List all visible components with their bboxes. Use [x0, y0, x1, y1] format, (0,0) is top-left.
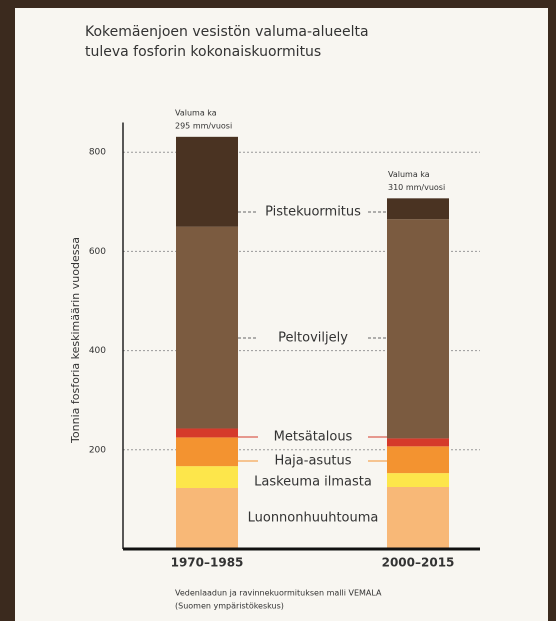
- annotation: 310 mm/vuosi: [388, 183, 445, 192]
- bar-segment: [176, 226, 238, 429]
- y-tick-label: 600: [89, 247, 106, 257]
- bar-segment: [176, 136, 238, 227]
- bar-segment: [176, 466, 238, 488]
- legend-label: Pistekuormitus: [265, 205, 361, 220]
- panel: [15, 8, 548, 621]
- legend-label: Peltoviljely: [278, 331, 348, 346]
- y-tick-label: 800: [89, 148, 106, 158]
- chart-title: tuleva fosforin kokonaiskuormitus: [85, 44, 321, 60]
- bar-segment: [387, 446, 449, 474]
- bar-segment: [176, 428, 238, 438]
- y-axis-label: Tonnia fosforia keskimäärin vuodessa: [69, 237, 82, 444]
- bar-segment: [387, 487, 449, 549]
- y-tick-label: 400: [89, 346, 106, 356]
- source-note: Vedenlaadun ja ravinnekuormituksen malli…: [175, 589, 382, 598]
- bar-segment: [387, 438, 449, 447]
- legend-label: Haja-asutus: [274, 454, 351, 469]
- chart-title: Kokemäenjoen vesistön valuma-alueelta: [85, 24, 369, 40]
- legend-label: Metsätalous: [274, 430, 353, 445]
- legend-label: Laskeuma ilmasta: [254, 475, 372, 490]
- annotation: Valuma ka: [175, 108, 217, 117]
- bar-segment: [387, 198, 449, 220]
- y-tick-label: 200: [89, 445, 106, 455]
- annotation: Valuma ka: [388, 170, 430, 179]
- bar-segment: [176, 437, 238, 467]
- bar-segment: [387, 219, 449, 439]
- bar-segment: [387, 473, 449, 487]
- x-tick-label: 2000–2015: [382, 556, 455, 570]
- x-tick-label: 1970–1985: [171, 556, 244, 570]
- bar-segment: [176, 487, 238, 549]
- source-note: (Suomen ympäristökeskus): [175, 602, 284, 611]
- annotation: 295 mm/vuosi: [175, 121, 232, 130]
- legend-label: Luonnonhuuhtouma: [248, 511, 379, 526]
